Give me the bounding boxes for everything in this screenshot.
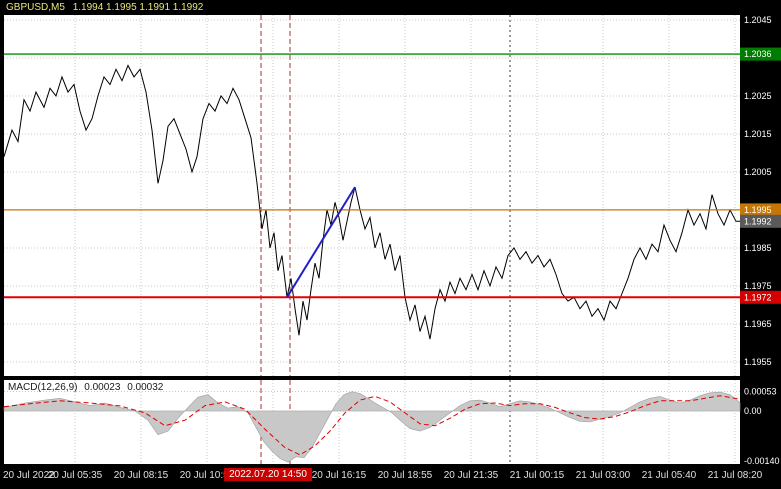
- macd-signal-line: [3, 395, 741, 456]
- time-axis-label: 20 Jul 05:35: [47, 470, 103, 481]
- price-badge-label: 1.1995: [744, 205, 772, 215]
- symbol-timeframe-label: GBPUSD,M5: [6, 2, 65, 13]
- price-scale-label: 1.1975: [744, 281, 772, 291]
- time-axis-label: 21 Jul 03:00: [575, 470, 631, 481]
- macd-histogram: [3, 391, 741, 463]
- macd-indicator-label: MACD(12,26,9) 0.00023 0.00032: [8, 382, 167, 393]
- time-axis-label: 20 Jul 18:55: [377, 470, 433, 481]
- time-axis-label: 20 Jul 16:15: [311, 470, 367, 481]
- price-scale-label: 1.2015: [744, 129, 772, 139]
- time-axis-label: 20 Jul 21:35: [443, 470, 499, 481]
- time-axis-label: 20 Jul 08:15: [113, 470, 169, 481]
- price-panel[interactable]: [4, 15, 740, 376]
- price-badge-label: 1.1972: [744, 292, 772, 302]
- price-badge-label: 1.2036: [744, 49, 772, 59]
- chart-title: GBPUSD,M5 1.1994 1.1995 1.1991 1.1992: [6, 2, 208, 13]
- time-axis-label: 21 Jul 05:40: [641, 470, 697, 481]
- price-badge-label: 1.1992: [744, 216, 772, 226]
- price-scale-label: 1.2045: [744, 15, 772, 25]
- ohlc-quote-label: 1.1994 1.1995 1.1991 1.1992: [72, 2, 204, 13]
- time-axis-label: 21 Jul 08:20: [707, 470, 763, 481]
- macd-scale-label: 0.00: [744, 406, 762, 416]
- trendline[interactable]: [286, 186, 356, 298]
- price-scale[interactable]: [740, 15, 781, 464]
- price-scale-label: 1.1965: [744, 319, 772, 329]
- price-badge: [740, 214, 781, 228]
- macd-scale-label: -0.00140: [744, 456, 780, 466]
- macd-signal-value-label: 0.00032: [127, 382, 164, 393]
- macd-name-label: MACD(12,26,9): [8, 382, 78, 393]
- time-axis-date-label: 20 Jul 2022: [3, 470, 55, 481]
- time-axis-label: 21 Jul 00:15: [509, 470, 565, 481]
- price-badge: [740, 290, 781, 304]
- macd-panel[interactable]: [4, 380, 740, 464]
- selected-time-badge: 2022.07.20 14:50: [224, 468, 312, 481]
- price-scale-label: 1.2005: [744, 167, 772, 177]
- time-axis-label: 20 Jul 10:55: [179, 470, 235, 481]
- macd-scale-label: 0.00053: [744, 387, 777, 397]
- price-badge: [740, 47, 781, 61]
- price-scale-label: 1.1985: [744, 243, 772, 253]
- price-scale-label: 1.2025: [744, 91, 772, 101]
- price-scale-label: 1.1955: [744, 357, 772, 367]
- price-badge: [740, 203, 781, 217]
- macd-value-label: 0.00023: [84, 382, 121, 393]
